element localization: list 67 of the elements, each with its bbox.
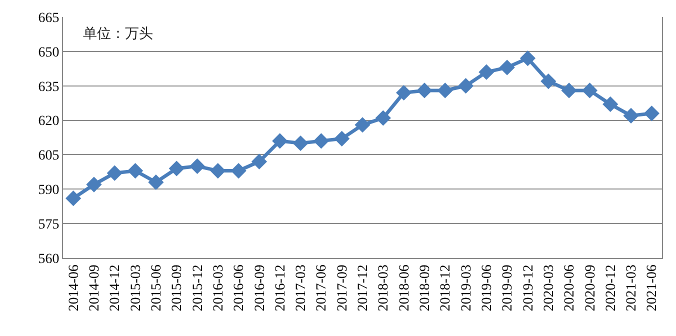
point [86, 176, 102, 192]
y-tick-label: 650 [38, 45, 60, 60]
x-tick-label: 2017-06 [314, 264, 330, 312]
y-tick-label: 635 [38, 80, 60, 95]
point [520, 50, 536, 66]
x-tick-label: 2014-06 [66, 264, 82, 312]
x-tick-label: 2019-12 [521, 264, 536, 312]
point [644, 106, 660, 122]
x-tick-label: 2015-12 [190, 264, 206, 312]
annotation: 单位：万头 [83, 26, 153, 42]
point [478, 64, 494, 80]
x-tick-label: 2020-03 [542, 264, 557, 312]
x-tick-label: 2018-06 [397, 264, 412, 312]
point [168, 160, 184, 176]
x-tick-label: 2018-03 [376, 264, 392, 312]
point [499, 60, 515, 76]
x-tick-label: 2018-09 [418, 264, 434, 312]
x-tick-label: 2018-12 [438, 264, 454, 312]
y-tick-label: 620 [38, 114, 60, 130]
x-tick-label: 2017-03 [294, 264, 310, 312]
x-tick-label: 2017-12 [356, 264, 372, 312]
point [272, 133, 288, 149]
y-tick-label: 605 [38, 148, 60, 164]
point [540, 73, 556, 90]
point [251, 154, 268, 170]
x-tick-label: 2019-03 [459, 264, 474, 312]
x-tick-label: 2019-09 [500, 264, 516, 312]
y-tick-label: 575 [38, 217, 60, 232]
point [458, 78, 474, 94]
x-tick-label: 2021-03 [624, 264, 640, 312]
point [230, 162, 246, 179]
point [561, 82, 577, 98]
point [148, 174, 164, 190]
point [292, 135, 308, 152]
x-tick-label: 2014-09 [88, 264, 103, 312]
x-tick-label: 2020-12 [604, 264, 619, 312]
x-tick-label: 2019-06 [480, 264, 495, 312]
point [127, 162, 144, 179]
point [375, 110, 391, 126]
x-tick-label: 2016-03 [211, 264, 226, 312]
x-tick-label: 2014-12 [108, 264, 124, 312]
x-tick-label: 2020-06 [562, 264, 578, 312]
y-tick-label: 560 [38, 252, 60, 267]
y-tick-label: 665 [38, 10, 60, 26]
point [210, 162, 226, 179]
point [437, 82, 453, 98]
point [416, 82, 432, 98]
y-tick-label: 590 [38, 183, 60, 198]
point [623, 108, 639, 124]
point [313, 133, 329, 149]
point [582, 82, 598, 98]
point [106, 165, 122, 181]
x-tick-label: 2015-06 [150, 264, 164, 312]
point [396, 84, 412, 101]
point [334, 130, 350, 146]
point [602, 96, 618, 112]
x-tick-label: 2016-06 [232, 264, 248, 312]
x-tick-label: 2021-06 [645, 264, 660, 312]
x-tick-label: 2020-09 [583, 264, 598, 312]
x-tick-label: 2016-09 [252, 264, 268, 312]
point [189, 158, 206, 174]
point [66, 190, 82, 206]
x-tick-label: 2015-09 [170, 264, 186, 312]
x-tick-label: 2016-12 [273, 264, 288, 312]
x-tick-label: 2017-09 [335, 264, 350, 312]
point [354, 117, 370, 133]
x-tick-label: 2015-03 [128, 264, 144, 312]
